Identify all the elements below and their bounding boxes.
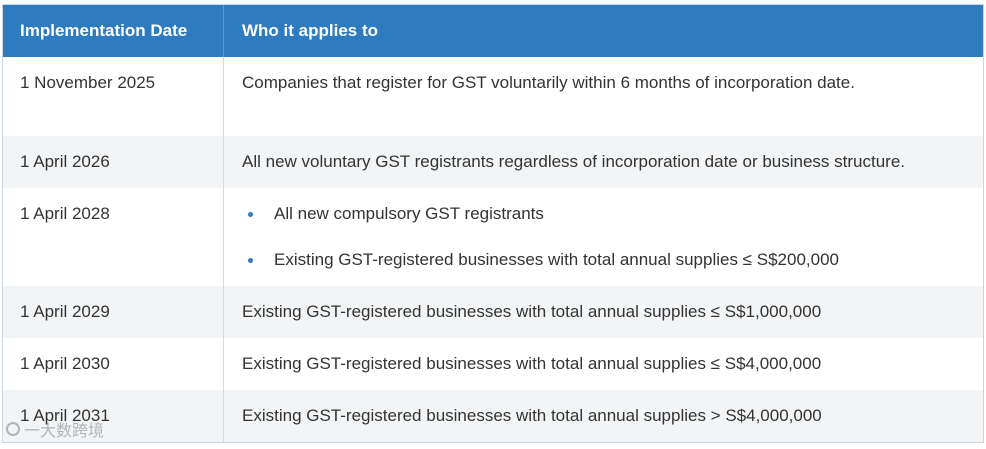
applies-cell: All new voluntary GST registrants regard… xyxy=(224,136,983,188)
bullet-dot-icon xyxy=(248,212,253,217)
bullet-text: Existing GST-registered businesses with … xyxy=(274,250,839,269)
applies-cell: All new compulsory GST registrants Exist… xyxy=(224,188,983,286)
date-cell: 1 April 2028 xyxy=(3,188,224,286)
date-cell: 1 April 2029 xyxy=(3,286,224,338)
date-cell: 1 April 2030 xyxy=(3,338,224,390)
applies-cell: Existing GST-registered businesses with … xyxy=(224,338,983,390)
list-item: Existing GST-registered businesses with … xyxy=(248,249,983,271)
gst-implementation-table: Implementation Date Who it applies to 1 … xyxy=(2,4,984,443)
table-row: 1 April 2030 Existing GST-registered bus… xyxy=(3,338,983,390)
applies-cell: Existing GST-registered businesses with … xyxy=(224,390,983,442)
bullet-list: All new compulsory GST registrants Exist… xyxy=(248,203,983,271)
table-row: 1 April 2029 Existing GST-registered bus… xyxy=(3,286,983,338)
bullet-text: All new compulsory GST registrants xyxy=(274,204,544,223)
applies-cell: Companies that register for GST voluntar… xyxy=(224,57,983,136)
date-cell: 1 November 2025 xyxy=(3,57,224,136)
header-implementation-date: Implementation Date xyxy=(3,5,224,57)
table-row: 1 April 2026 All new voluntary GST regis… xyxy=(3,136,983,188)
table-row: 1 April 2028 All new compulsory GST regi… xyxy=(3,188,983,286)
list-item: All new compulsory GST registrants xyxy=(248,203,983,225)
date-cell: 1 April 2026 xyxy=(3,136,224,188)
table-row: 1 November 2025 Companies that register … xyxy=(3,57,983,136)
bullet-dot-icon xyxy=(248,258,253,263)
header-who-it-applies-to: Who it applies to xyxy=(224,5,983,57)
applies-cell: Existing GST-registered businesses with … xyxy=(224,286,983,338)
date-cell: 1 April 2031 xyxy=(3,390,224,442)
table-row: 1 April 2031 Existing GST-registered bus… xyxy=(3,390,983,442)
table-header-row: Implementation Date Who it applies to xyxy=(3,5,983,57)
